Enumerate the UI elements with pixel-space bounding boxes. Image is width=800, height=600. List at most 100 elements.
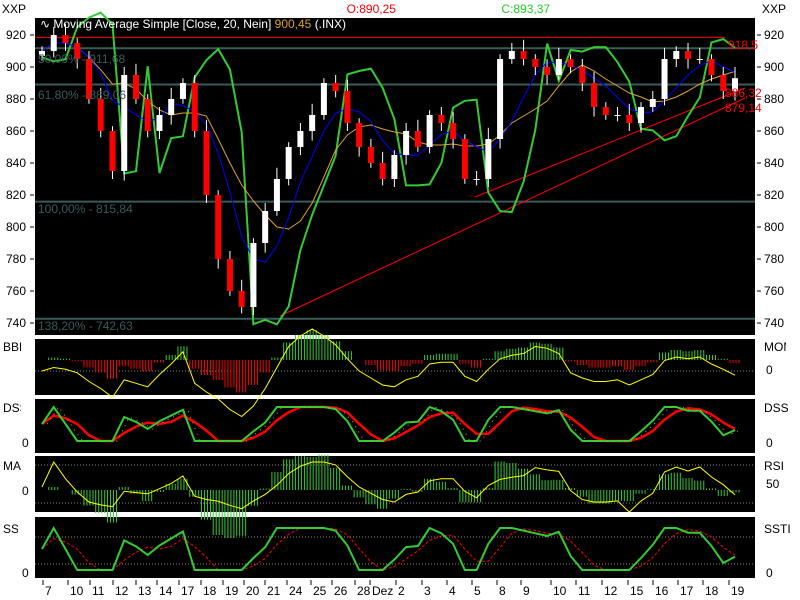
- x-axis-label: 19: [731, 584, 745, 598]
- candle-body: [203, 131, 210, 195]
- candle-body: [391, 155, 398, 179]
- candle-body: [485, 139, 492, 179]
- candle-body: [179, 83, 186, 99]
- candle-body: [602, 107, 609, 115]
- x-axis-label: 21: [267, 584, 281, 598]
- candle-body: [638, 107, 645, 123]
- candle-body: [332, 83, 339, 91]
- y-tick-right: 760: [764, 284, 785, 298]
- header-indicator: ∿ Moving Average Simple [Close, 20, Nein…: [40, 17, 347, 31]
- candle-body: [168, 99, 175, 115]
- y-tick-left: 780: [6, 252, 27, 266]
- y-tick-left: 920: [6, 28, 27, 42]
- candle-body: [532, 59, 539, 67]
- candle-body: [708, 59, 715, 75]
- x-axis-label: 10: [553, 584, 567, 598]
- candle-body: [414, 131, 421, 147]
- x-axis-label: 15: [630, 584, 644, 598]
- sst-zero-tick-left: 0: [22, 566, 29, 580]
- rsi-line: [41, 461, 736, 513]
- sst-line: [41, 525, 736, 571]
- candle-body: [144, 99, 151, 131]
- momentum-line: [41, 328, 736, 418]
- x-axis-label: 12: [115, 584, 129, 598]
- candle-body: [720, 75, 727, 91]
- fib-label-618: 61,80% - 889,06: [38, 88, 127, 102]
- x-axis-label: 24: [289, 584, 303, 598]
- trendline-value-1: 886,32: [725, 86, 762, 100]
- candle-body: [132, 75, 139, 99]
- candle-body: [250, 243, 257, 307]
- bollinger-band-line: [41, 11, 736, 326]
- candle-body: [567, 59, 574, 67]
- x-axis-label: 4: [449, 584, 456, 598]
- y-tick-right: 800: [764, 220, 785, 234]
- candle-body: [544, 67, 551, 75]
- y-tick-right: 860: [764, 124, 785, 138]
- panel-bbe-label: BBE: [3, 340, 21, 354]
- x-axis-label: 26: [334, 584, 348, 598]
- panel-sst-label: SST: [3, 522, 18, 536]
- y-tick-right: 820: [764, 188, 785, 202]
- panel-ssti-label: SSTI: [764, 522, 790, 536]
- y-tick-left: 800: [6, 220, 27, 234]
- x-axis-label: 8: [499, 584, 506, 598]
- candle-body: [685, 51, 692, 59]
- fib-label-50: 50,00% - 911,68: [38, 52, 126, 66]
- x-axis-label: 17: [680, 584, 694, 598]
- candle-body: [344, 91, 351, 123]
- main-left-label: XXP: [2, 2, 27, 16]
- candle-body: [732, 78, 738, 91]
- dss-dotted-line: [46, 406, 741, 442]
- candle-body: [121, 75, 128, 171]
- candle-body: [520, 51, 527, 59]
- moving-average-line: [41, 42, 736, 230]
- x-axis-label: 16: [655, 584, 669, 598]
- panel-dss-label: DSS: [3, 401, 21, 415]
- y-tick-right: 780: [764, 252, 785, 266]
- candle-body: [97, 99, 104, 131]
- x-axis-label: 18: [705, 584, 719, 598]
- candle-body: [461, 139, 468, 179]
- candle-body: [39, 51, 45, 56]
- x-axis-label: 5: [474, 584, 481, 598]
- x-axis-label: 9: [523, 584, 530, 598]
- candle-body: [50, 35, 57, 51]
- y-tick-left: 880: [6, 92, 27, 106]
- candle-body: [579, 67, 586, 83]
- candle-body: [403, 131, 410, 155]
- candle-body: [591, 83, 598, 107]
- dss-zero-tick-left: 0: [22, 436, 29, 450]
- x-axis-label: 7: [45, 584, 52, 598]
- candle-body: [297, 131, 304, 147]
- candle-body: [74, 43, 81, 59]
- rsi-50-tick: 50: [766, 477, 780, 491]
- x-axis-label: 17: [181, 584, 195, 598]
- candle-body: [191, 83, 198, 131]
- y-tick-right: 880: [764, 92, 785, 106]
- panel-background: [35, 456, 755, 512]
- x-axis-label: 13: [138, 584, 152, 598]
- x-axis-label: 10: [70, 584, 84, 598]
- y-tick-left: 900: [6, 60, 27, 74]
- candle-body: [649, 99, 656, 107]
- y-tick-left: 760: [6, 284, 27, 298]
- candle-body: [555, 59, 562, 75]
- y-tick-left: 840: [6, 156, 27, 170]
- candle-body: [156, 115, 163, 131]
- candle-body: [673, 51, 680, 59]
- x-axis-label: 25: [313, 584, 327, 598]
- candle-body: [426, 115, 433, 147]
- panel-background: [35, 399, 755, 453]
- main-right-label: XXP: [762, 2, 787, 16]
- x-axis-label: 28: [357, 584, 371, 598]
- candle-body: [320, 83, 327, 115]
- candle-body: [367, 147, 374, 163]
- candle-body: [626, 115, 633, 123]
- candle-body: [438, 115, 445, 123]
- candle-body: [508, 51, 515, 59]
- x-axis-label: 18: [203, 584, 217, 598]
- dss-zero-tick-right: 0: [766, 436, 773, 450]
- header-symbol: ■ S&P 500 INDEX [.INX 1 Stunde] 19.12.20…: [40, 2, 551, 16]
